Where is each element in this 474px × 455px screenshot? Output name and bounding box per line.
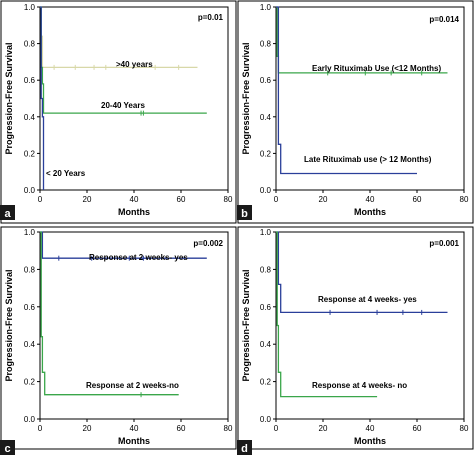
x-tick-label: 0	[274, 424, 279, 433]
y-tick-label: 0.4	[260, 113, 272, 122]
x-tick-label: 40	[130, 424, 139, 433]
y-tick-label: 0.0	[260, 186, 272, 195]
panel-letter-box	[237, 440, 252, 455]
y-tick-label: 0.4	[24, 340, 36, 349]
y-axis-label: Progression-Free Survival	[4, 42, 14, 154]
panel-d: 0.0 0.2 0.4 0.6 0.8 1.0 0 20 40 60 80 Months Progres…	[237, 226, 474, 455]
y-tick-label: 0.2	[260, 378, 272, 387]
series-line-1	[276, 231, 448, 314]
p-value: p=0.001	[429, 239, 459, 248]
panel-letter: b	[241, 208, 248, 220]
y-tick-label: 1.0	[260, 3, 272, 12]
y-tick-label: 0.6	[260, 76, 272, 85]
y-tick-label: 0.8	[260, 40, 272, 49]
x-tick-label: 20	[83, 195, 92, 204]
x-tick-label: 60	[177, 195, 186, 204]
x-axis-label: Months	[118, 436, 150, 446]
x-tick-label: 0	[274, 195, 279, 204]
p-value: p=0.002	[193, 239, 223, 248]
y-tick-label: 0.4	[260, 340, 272, 349]
panel-letter-box	[0, 205, 15, 220]
x-axis-label: Months	[118, 207, 150, 217]
y-tick-label: 0.2	[24, 149, 36, 158]
x-tick-label: 40	[130, 195, 139, 204]
series-label-1: Response at 4 weeks- yes	[318, 295, 417, 304]
x-tick-label: 40	[366, 424, 375, 433]
p-value: p=0.014	[429, 15, 459, 24]
panel-frame	[237, 226, 474, 450]
x-tick-label: 20	[319, 424, 328, 433]
y-tick-label: 0.8	[260, 265, 272, 274]
panel-c: 0.0 0.2 0.4 0.6 0.8 1.0 0 20 40 60 80 Months Progres…	[0, 226, 237, 455]
panel-frame	[0, 226, 237, 450]
panel-a: 0.0 0.2 0.4 0.6 0.8 1.0 0 20 40 60 80 Months Progres…	[0, 0, 237, 224]
series-label-2: 20-40 Years	[101, 101, 145, 110]
x-tick-label: 20	[319, 195, 328, 204]
series-label-1: Early Rituximab Use (<12 Months)	[312, 64, 441, 73]
series-label-1: >40 years	[116, 60, 153, 69]
panel-frame	[0, 0, 237, 224]
series-label-2: Late Rituximab use (> 12 Months)	[304, 155, 432, 164]
x-tick-label: 0	[38, 424, 43, 433]
y-axis-label: Progression-Free Survival	[241, 42, 251, 154]
series-line-3	[40, 6, 45, 190]
plot-area	[39, 6, 229, 191]
y-tick-label: 0.6	[24, 76, 36, 85]
y-axis-label: Progression-Free Survival	[4, 269, 14, 381]
y-axis-label: Progression-Free Survival	[241, 269, 251, 381]
panel-letter: a	[4, 208, 11, 220]
x-tick-label: 60	[177, 424, 186, 433]
y-tick-label: 0.8	[24, 40, 36, 49]
y-tick-label: 0.2	[24, 378, 36, 387]
panel-b: 0.0 0.2 0.4 0.6 0.8 1.0 0 20 40 60 80 Months Progres…	[237, 0, 474, 224]
plot-area	[275, 231, 465, 420]
x-tick-label: 20	[83, 424, 92, 433]
y-tick-label: 0.0	[24, 186, 36, 195]
series-label-2: Response at 2 weeks-no	[86, 381, 179, 390]
series-line-2	[40, 231, 179, 396]
plot-area	[39, 231, 229, 420]
panel-frame	[237, 0, 474, 224]
y-tick-label: 0.6	[24, 303, 36, 312]
x-axis-label: Months	[354, 436, 386, 446]
y-tick-label: 0.4	[24, 113, 36, 122]
y-tick-label: 1.0	[24, 228, 36, 237]
y-tick-label: 0.8	[24, 265, 36, 274]
y-tick-label: 1.0	[24, 3, 36, 12]
x-tick-label: 60	[413, 195, 422, 204]
y-tick-label: 1.0	[260, 228, 272, 237]
series-line-2	[276, 6, 417, 175]
x-tick-label: 40	[366, 195, 375, 204]
panel-letter: d	[241, 443, 248, 455]
x-tick-label: 80	[460, 424, 469, 433]
series-label-2: Response at 4 weeks- no	[312, 381, 407, 390]
x-tick-label: 0	[38, 195, 43, 204]
x-tick-label: 60	[413, 424, 422, 433]
x-tick-label: 80	[460, 195, 469, 204]
x-axis-label: Months	[354, 207, 386, 217]
panel-letter-box	[0, 440, 15, 455]
series-line-2	[276, 231, 378, 398]
panel-letter-box	[237, 205, 252, 220]
p-value: p=0.01	[198, 13, 224, 22]
y-tick-label: 0.6	[260, 303, 272, 312]
y-tick-label: 0.0	[260, 415, 272, 424]
x-tick-label: 80	[224, 195, 233, 204]
y-tick-label: 0.0	[24, 415, 36, 424]
x-tick-label: 80	[224, 424, 233, 433]
panel-letter: c	[4, 443, 10, 455]
series-label-3: < 20 Years	[46, 169, 86, 178]
y-tick-label: 0.2	[260, 149, 272, 158]
series-label-1: Response at 2 weeks- yes	[89, 253, 188, 262]
